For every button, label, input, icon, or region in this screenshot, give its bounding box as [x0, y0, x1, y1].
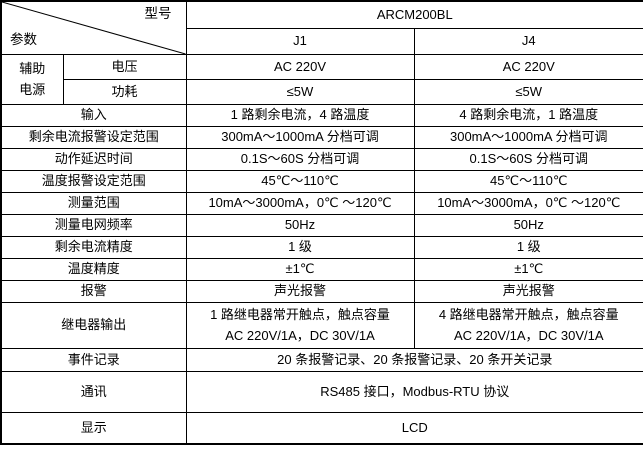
- row-label-comm: 通讯: [0, 371, 187, 413]
- row-label: 测量范围: [0, 192, 187, 215]
- table-row: 测量范围 10mA～3000mA，0℃ ～120℃ 10mA～3000mA，0℃…: [0, 192, 643, 215]
- relay-value-j1-line1: 1 路继电器常开触点，触点容量: [210, 307, 390, 323]
- value-j4: 4 路剩余电流，1 路温度: [413, 104, 643, 127]
- table-row: 测量电网频率 50Hz 50Hz: [0, 214, 643, 237]
- row-label: 剩余电流精度: [0, 236, 187, 259]
- table-row: 报警 声光报警 声光报警: [0, 280, 643, 303]
- table-row: 显示 LCD: [0, 412, 643, 445]
- value-j1: 1 级: [185, 236, 415, 259]
- power-value-j1: ≤5W: [185, 79, 415, 105]
- value-j4: 0.1S～60S 分档可调: [413, 148, 643, 171]
- aux-power-label-line1: 辅助: [19, 61, 46, 77]
- value-j4: ±1℃: [413, 258, 643, 281]
- row-label: 动作延迟时间: [0, 148, 187, 171]
- voltage-value-j1: AC 220V: [185, 54, 415, 80]
- model-header-label: 型号: [144, 6, 172, 21]
- row-label: 报警: [0, 280, 187, 303]
- value-j1: 0.1S～60S 分档可调: [185, 148, 415, 171]
- relay-value-j4: 4 路继电器常开触点，触点容量 AC 220V/1A，DC 30V/1A: [413, 302, 643, 349]
- value-j4: 1 级: [413, 236, 643, 259]
- value-j4: 10mA～3000mA，0℃ ～120℃: [413, 192, 643, 215]
- row-label: 输入: [0, 104, 187, 127]
- value-j4: 声光报警: [413, 280, 643, 303]
- param-header-label: 参数: [10, 32, 37, 48]
- relay-value-j4-line1: 4 路继电器常开触点，触点容量: [438, 307, 619, 323]
- value-j4: 300mA～1000mA 分档可调: [413, 126, 643, 149]
- comm-value: RS485 接口，Modbus-RTU 协议: [185, 371, 643, 413]
- model-value-cell: ARCM200BL: [185, 0, 643, 29]
- row-label: 温度报警设定范围: [0, 170, 187, 193]
- row-label-relay: 继电器输出: [0, 302, 187, 349]
- relay-value-j4-line2: AC 220V/1A，DC 30V/1A: [453, 327, 604, 343]
- relay-value-j1: 1 路继电器常开触点，触点容量 AC 220V/1A，DC 30V/1A: [185, 302, 415, 349]
- table-row: 动作延迟时间 0.1S～60S 分档可调 0.1S～60S 分档可调: [0, 148, 643, 171]
- value-j1: 10mA～3000mA，0℃ ～120℃: [185, 192, 415, 215]
- value-j1: 50Hz: [185, 214, 415, 237]
- value-j4: 50Hz: [413, 214, 643, 237]
- row-label-display: 显示: [0, 412, 187, 445]
- table-row: 继电器输出 1 路继电器常开触点，触点容量 AC 220V/1A，DC 30V/…: [0, 302, 643, 349]
- voltage-value-j4: AC 220V: [413, 54, 643, 80]
- event-value: 20 条报警记录、20 条报警记录、20 条开关记录: [185, 348, 643, 372]
- diagonal-header-cell: 型号 参数: [0, 0, 187, 55]
- value-j1: 45℃～110℃: [185, 170, 415, 193]
- aux-power-group-cell: 辅助 电源: [0, 54, 64, 105]
- value-j1: ±1℃: [185, 258, 415, 281]
- value-j1: 1 路剩余电流，4 路温度: [185, 104, 415, 127]
- table-row: 通讯 RS485 接口，Modbus-RTU 协议: [0, 371, 643, 413]
- relay-value-j1-line2: AC 220V/1A，DC 30V/1A: [225, 327, 375, 343]
- row-label-power: 功耗: [62, 79, 187, 105]
- table-row: 温度报警设定范围 45℃～110℃ 45℃～110℃: [0, 170, 643, 193]
- spec-table: 型号 参数 ARCM200BL J1 J4 辅助 电源 电压 AC 220V A…: [0, 0, 643, 445]
- column-header-j1: J1: [185, 28, 415, 55]
- power-value-j4: ≤5W: [413, 79, 643, 105]
- table-row: 剩余电流精度 1 级 1 级: [0, 236, 643, 259]
- row-label: 剩余电流报警设定范围: [0, 126, 187, 149]
- row-label: 测量电网频率: [0, 214, 187, 237]
- value-j4: 45℃～110℃: [413, 170, 643, 193]
- value-j1: 300mA～1000mA 分档可调: [185, 126, 415, 149]
- table-row: 输入 1 路剩余电流，4 路温度 4 路剩余电流，1 路温度: [0, 104, 643, 127]
- display-value: LCD: [185, 412, 643, 445]
- row-label-event: 事件记录: [0, 348, 187, 372]
- aux-power-label-line2: 电源: [19, 81, 46, 97]
- table-row: 温度精度 ±1℃ ±1℃: [0, 258, 643, 281]
- table-row: 剩余电流报警设定范围 300mA～1000mA 分档可调 300mA～1000m…: [0, 126, 643, 149]
- diagonal-line: [2, 2, 186, 54]
- column-header-j4: J4: [413, 28, 643, 55]
- row-label: 温度精度: [0, 258, 187, 281]
- table-row: 事件记录 20 条报警记录、20 条报警记录、20 条开关记录: [0, 348, 643, 372]
- value-j1: 声光报警: [185, 280, 415, 303]
- row-label-voltage: 电压: [62, 54, 187, 80]
